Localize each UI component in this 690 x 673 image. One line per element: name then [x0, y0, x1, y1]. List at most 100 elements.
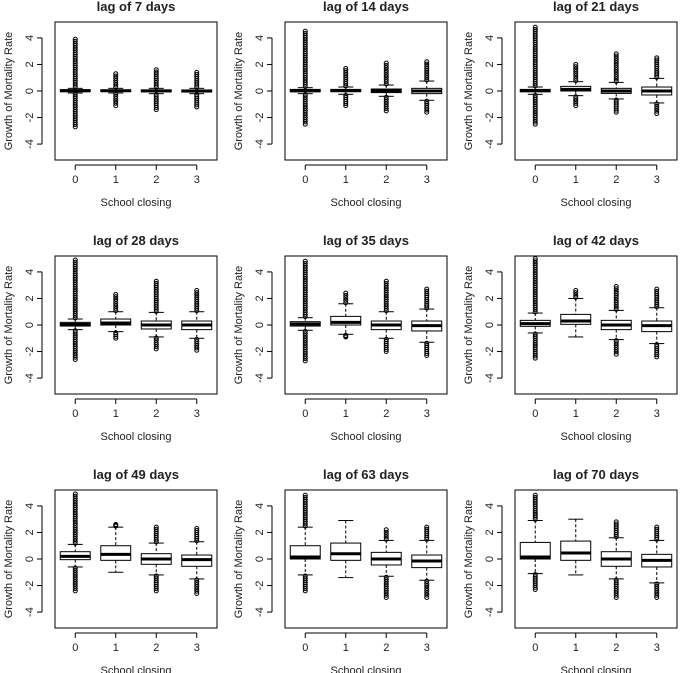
outlier-point [613, 344, 619, 350]
outlier-point [113, 98, 119, 104]
x-tick-label: 2 [613, 642, 619, 654]
outlier-point [573, 100, 579, 106]
outlier-point [613, 290, 619, 296]
x-axis-label: School closing [561, 665, 632, 673]
outlier-point [654, 583, 660, 589]
outlier-point [72, 576, 78, 582]
outlier-point [343, 68, 349, 74]
outlier-point [302, 331, 308, 337]
outlier-point [573, 288, 579, 293]
chart-panel-2: lag of 21 days -4 -2 0 2 4 Growth of Mortality… [463, 0, 678, 209]
outlier-point [194, 345, 200, 351]
outlier-point [613, 67, 619, 73]
box-0 [59, 491, 91, 594]
outlier-point [302, 344, 308, 350]
x-tick-label: 2 [613, 174, 619, 186]
outlier-point [654, 592, 660, 598]
outlier-point [654, 108, 660, 114]
chart-panel-3: lag of 28 days -4 -2 0 2 4 Growth of Mortality… [3, 233, 218, 443]
x-tick-label: 3 [194, 642, 200, 654]
y-tick-label: -2 [254, 581, 266, 591]
y-tick-label: -4 [484, 607, 496, 617]
y-tick-label: 4 [484, 503, 496, 509]
box-3 [181, 525, 213, 596]
outlier-point [302, 328, 308, 334]
outlier-point [613, 519, 619, 525]
outlier-point [343, 334, 349, 340]
outlier-point [424, 70, 430, 76]
outlier-point [383, 347, 389, 353]
outlier-point [613, 338, 619, 344]
outlier-point [302, 335, 308, 341]
outlier-point [613, 58, 619, 64]
outlier-point [613, 71, 619, 77]
box-2 [370, 278, 402, 355]
outlier-point [302, 110, 308, 116]
y-tick-label: 2 [484, 529, 496, 535]
y-tick-label: 0 [24, 556, 36, 562]
y-tick-label: -2 [24, 581, 36, 591]
chart-panel-4: lag of 35 days -4 -2 0 2 4 Growth of Mortality… [233, 233, 448, 443]
outlier-point [532, 256, 538, 262]
y-tick-label: -2 [484, 347, 496, 357]
chart-panel-7: lag of 63 days -4 -2 0 2 4 Growth of Mortality… [233, 467, 448, 673]
y-tick-label: -4 [484, 373, 496, 383]
outlier-point [302, 353, 308, 359]
box-2 [600, 284, 632, 357]
box-3 [411, 286, 443, 359]
outlier-point [613, 69, 619, 75]
x-tick-label: 0 [72, 174, 78, 186]
y-tick-label: 4 [254, 35, 266, 41]
outlier-point [113, 298, 119, 304]
box-0 [59, 257, 91, 362]
outlier-point [383, 594, 389, 600]
outlier-point [613, 299, 619, 305]
outlier-point [343, 297, 349, 303]
outlier-point [383, 296, 389, 302]
y-tick-label: 4 [484, 269, 496, 275]
outlier-point [113, 100, 119, 106]
outlier-point [654, 581, 660, 587]
outlier-point [194, 591, 200, 596]
outlier-point [424, 286, 430, 292]
outlier-point [613, 286, 619, 292]
chart-panel-6: lag of 49 days -4 -2 0 2 4 Growth of Mortality… [3, 467, 218, 673]
outlier-point [302, 28, 308, 34]
box-1 [100, 291, 132, 341]
outlier-point [654, 354, 660, 360]
outlier-point [424, 581, 430, 587]
outlier-point [573, 64, 579, 70]
outlier-point [383, 62, 389, 68]
iqr-box [560, 313, 592, 325]
box-3 [411, 59, 443, 115]
outlier-point [654, 55, 660, 61]
outlier-point [383, 69, 389, 75]
outlier-point [153, 107, 159, 113]
y-tick-label: 2 [24, 61, 36, 67]
y-tick-label: 2 [254, 295, 266, 301]
outlier-point [532, 495, 538, 501]
outlier-point [424, 107, 430, 113]
outlier-point [72, 567, 78, 573]
y-tick-label: 0 [484, 322, 496, 328]
x-tick-label: 2 [153, 174, 159, 186]
outlier-point [573, 103, 579, 109]
x-axis-label: School closing [331, 431, 402, 443]
chart-panel-1: lag of 14 days -4 -2 0 2 4 Growth of Mortality… [233, 0, 448, 209]
outlier-point [424, 61, 430, 67]
outlier-point [153, 280, 159, 286]
panel-title: lag of 21 days [553, 0, 639, 14]
outlier-point [383, 283, 389, 289]
chart-panel-8: lag of 70 days -4 -2 0 2 4 Growth of Mortality… [463, 467, 678, 673]
outlier-point [424, 350, 430, 356]
y-tick-label: 4 [24, 269, 36, 275]
outlier-point [153, 344, 159, 350]
outlier-point [383, 303, 389, 309]
outlier-point [113, 294, 119, 300]
y-tick-label: -4 [254, 139, 266, 149]
outlier-point [383, 60, 389, 66]
outlier-point [383, 65, 389, 71]
y-tick-label: -4 [24, 373, 36, 383]
outlier-point [302, 121, 308, 127]
outlier-point [113, 78, 119, 84]
